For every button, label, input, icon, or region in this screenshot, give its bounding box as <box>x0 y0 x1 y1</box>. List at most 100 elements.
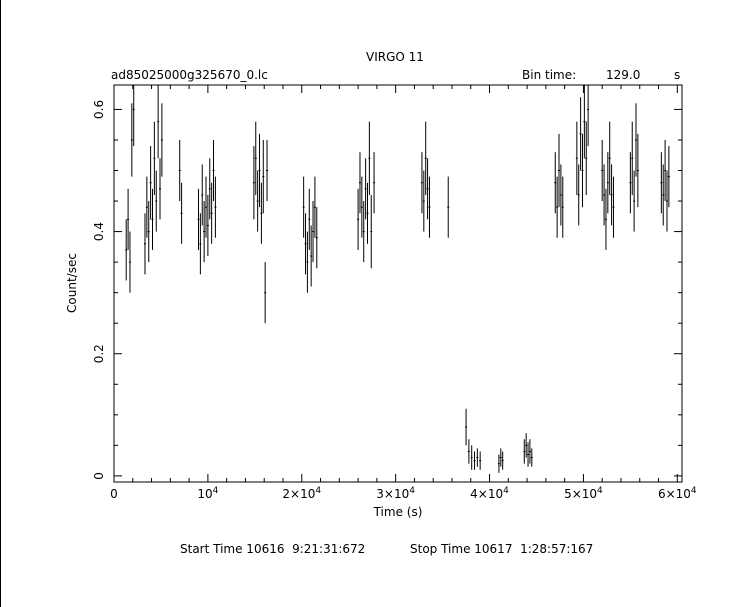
data-point-40 <box>312 201 315 263</box>
data-point-59 <box>467 439 470 464</box>
data-point-48 <box>366 182 369 244</box>
data-point-88 <box>608 121 611 195</box>
data-point-33 <box>264 262 267 324</box>
data-point-74 <box>558 133 561 208</box>
chart-title: VIRGO 11 <box>366 50 424 64</box>
x-tick-label-5: 5×104 <box>564 486 603 501</box>
data-point-41 <box>313 176 316 238</box>
data-point-53 <box>422 170 425 232</box>
data-point-77 <box>575 121 578 195</box>
data-point-24 <box>210 182 213 244</box>
data-point-55 <box>426 158 429 220</box>
data-point-99 <box>665 170 668 232</box>
data-point-54 <box>424 121 427 195</box>
x-tick-label-1: 104 <box>197 486 218 501</box>
data-point-22 <box>206 194 209 257</box>
start-time-label: Start Time 10616 9:21:31:672 <box>180 542 365 556</box>
bin-time-label: Bin time: <box>522 68 576 82</box>
data-point-25 <box>212 139 215 202</box>
data-point-79 <box>579 97 582 171</box>
data-point-15 <box>178 139 181 202</box>
data-point-69 <box>527 442 530 467</box>
data-point-66 <box>501 451 504 470</box>
data-point-47 <box>364 158 367 220</box>
data-point-57 <box>447 176 450 238</box>
data-point-100 <box>667 146 670 208</box>
y-tick-label-2: 0.4 <box>92 222 106 241</box>
y-axis-label: Count/sec <box>65 253 79 313</box>
data-point-34 <box>266 139 269 202</box>
data-point-5 <box>143 213 146 275</box>
data-point-52 <box>420 152 423 214</box>
data-point-44 <box>358 152 361 214</box>
data-point-1 <box>127 188 130 250</box>
data-point-7 <box>147 201 150 263</box>
data-point-68 <box>525 433 528 458</box>
data-point-29 <box>256 170 259 232</box>
y-tick-label-1: 0.2 <box>92 344 106 363</box>
data-point-20 <box>203 201 206 263</box>
data-point-85 <box>603 164 606 226</box>
data-point-96 <box>660 152 663 214</box>
data-point-23 <box>208 158 211 220</box>
y-axis: 0 0.2 0.4 0.6 <box>92 100 682 480</box>
stop-time-label: Stop Time 10617 1:28:57:167 <box>410 542 593 556</box>
data-point-45 <box>360 176 363 238</box>
data-point-83 <box>587 85 590 147</box>
data-point-18 <box>199 213 202 275</box>
data-point-63 <box>479 451 482 470</box>
file-label: ad85025000g325670_0.lc <box>111 68 268 82</box>
data-point-42 <box>315 207 318 269</box>
data-point-4 <box>132 85 135 147</box>
data-point-87 <box>606 152 609 214</box>
data-point-36 <box>304 213 307 275</box>
data-point-6 <box>145 176 148 238</box>
data-point-98 <box>664 139 667 202</box>
data-point-17 <box>197 188 200 250</box>
data-point-91 <box>629 152 632 214</box>
data-point-0 <box>125 219 128 281</box>
data-point-31 <box>260 182 263 244</box>
data-point-21 <box>205 176 208 238</box>
data-point-89 <box>610 164 613 226</box>
x-axis-label: Time (s) <box>373 505 423 519</box>
data-point-76 <box>561 176 564 238</box>
data-point-51 <box>373 152 376 214</box>
data-point-49 <box>368 121 371 195</box>
plot-frame <box>113 84 683 483</box>
data-point-73 <box>556 176 559 238</box>
data-point-64 <box>497 454 500 473</box>
data-point-71 <box>530 448 533 467</box>
data-point-39 <box>310 225 313 287</box>
x-tick-label-3: 3×104 <box>376 486 415 501</box>
data-point-28 <box>254 121 257 195</box>
data-point-84 <box>601 139 604 202</box>
data-point-50 <box>370 194 373 269</box>
data-point-37 <box>306 231 309 293</box>
data-point-27 <box>252 146 255 220</box>
data-point-30 <box>258 133 261 208</box>
data-point-32 <box>262 139 265 214</box>
data-point-19 <box>201 164 204 226</box>
data-point-75 <box>559 164 562 226</box>
y-tick-label-0: 0 <box>92 472 106 480</box>
data-point-60 <box>470 445 473 470</box>
data-point-65 <box>499 448 502 467</box>
data-point-58 <box>465 408 468 446</box>
data-point-46 <box>362 201 365 263</box>
data-point-11 <box>155 170 158 232</box>
x-tick-label-0: 0 <box>110 487 118 501</box>
data-point-97 <box>662 164 665 226</box>
bin-time-value: 129.0 <box>606 68 640 82</box>
data-point-93 <box>633 170 636 232</box>
data-point-82 <box>585 121 588 195</box>
bin-time-unit: s <box>674 68 680 82</box>
x-tick-label-4: 4×104 <box>470 486 509 501</box>
data-point-3 <box>130 103 133 177</box>
x-tick-label-2: 2×104 <box>282 486 321 501</box>
data-point-86 <box>604 188 607 250</box>
data-point-72 <box>554 152 557 214</box>
data-point-70 <box>528 439 531 464</box>
data-points <box>125 85 670 473</box>
